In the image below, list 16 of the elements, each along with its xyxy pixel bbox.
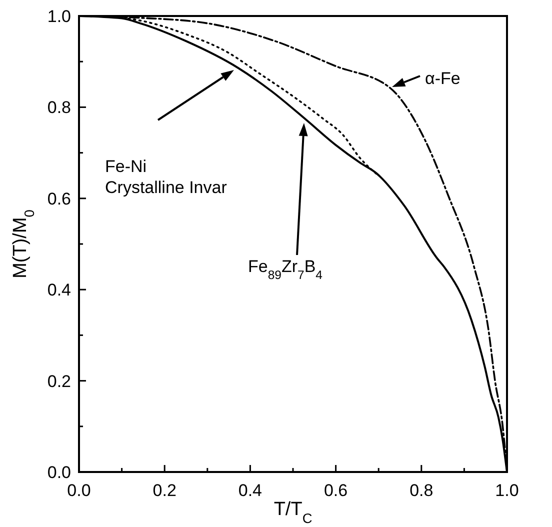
annotation: Fe-Ni Crystalline Invar — [105, 157, 228, 197]
x-tick-label: 0.4 — [238, 481, 262, 500]
y-tick-label: 0.8 — [47, 98, 71, 118]
x-tick-label: 0.6 — [324, 481, 348, 500]
x-tick-label: 0.0 — [67, 481, 91, 500]
x-axis-title: T/T$_{C}$ — [274, 499, 312, 526]
y-tick-label: 0.0 — [47, 463, 71, 482]
annotation: Fe$_{89}$Zr$_{7}$B$_{4}$ — [248, 257, 323, 282]
y-tick-label: 0.6 — [47, 189, 71, 208]
annotation: α-Fe — [425, 69, 460, 88]
y-tick-label: 0.2 — [47, 372, 71, 391]
y-tick-label: 1.0 — [47, 7, 71, 26]
x-tick-label: 1.0 — [495, 481, 519, 500]
x-tick-label: 0.2 — [152, 481, 176, 500]
x-tick-label: 0.8 — [410, 481, 434, 500]
y-tick-label: 0.4 — [47, 280, 71, 300]
